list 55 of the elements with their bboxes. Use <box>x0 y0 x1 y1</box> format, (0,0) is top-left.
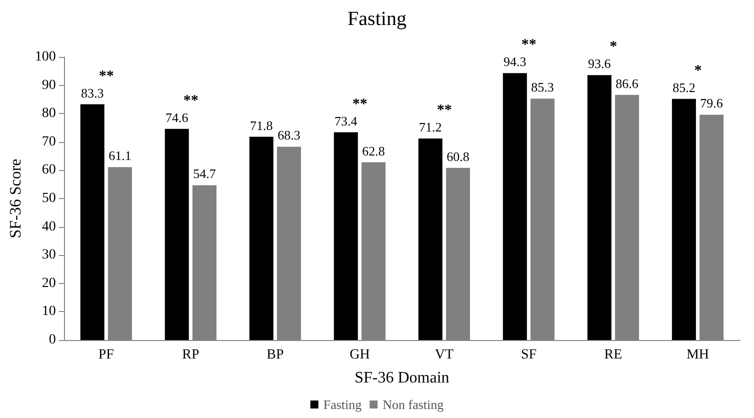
data-label: 62.8 <box>362 143 385 158</box>
y-tick-label: 90 <box>42 78 56 93</box>
y-tick-label: 10 <box>42 304 56 320</box>
chart-title: Fasting <box>348 8 406 30</box>
x-tick-label: GH <box>350 348 370 362</box>
x-tick-label: MH <box>686 348 710 362</box>
x-tick-label: PF <box>98 348 114 362</box>
y-tick-label: 30 <box>42 248 56 263</box>
bar <box>164 128 189 340</box>
bar <box>672 98 696 340</box>
data-label: 93.6 <box>588 56 612 72</box>
annotation: ** <box>352 96 368 112</box>
y-tick-label: 70 <box>42 134 56 150</box>
y-tick-label: 0 <box>48 332 56 348</box>
data-label: 74.6 <box>165 110 189 125</box>
bar <box>334 132 358 340</box>
data-label: 61.1 <box>108 148 132 164</box>
data-label: 71.2 <box>419 120 442 135</box>
data-label: 73.4 <box>334 113 358 128</box>
x-axis-title: SF-36 Domain <box>354 370 450 386</box>
x-tick-label: VT <box>434 348 454 362</box>
data-label: 68.3 <box>278 128 300 143</box>
data-label: 85.2 <box>672 80 696 95</box>
bar <box>80 104 104 340</box>
y-tick-label: 40 <box>42 219 56 234</box>
bar <box>587 75 612 340</box>
bar <box>418 138 442 340</box>
annotation: * <box>610 39 618 56</box>
bar <box>249 136 274 340</box>
legend-label: Non fasting <box>382 397 444 412</box>
x-tick-label: BP <box>266 348 284 362</box>
x-tick-label: SF <box>520 348 537 362</box>
y-tick-label: 60 <box>42 162 56 178</box>
data-label: 71.8 <box>250 118 273 133</box>
x-tick-label: RE <box>604 348 622 362</box>
y-tick-label: 50 <box>42 191 56 206</box>
y-tick-label: 20 <box>42 276 56 291</box>
data-label: 54.7 <box>193 166 216 182</box>
data-label: 85.3 <box>531 80 554 95</box>
data-label: 94.3 <box>504 54 526 70</box>
y-tick-label: 100 <box>34 50 56 64</box>
data-label: 79.6 <box>700 96 724 111</box>
annotation: * <box>694 62 702 79</box>
annotation: ** <box>436 102 452 119</box>
legend-label: Fasting <box>323 397 362 412</box>
data-label: 86.6 <box>616 76 639 91</box>
data-label: 60.8 <box>446 148 470 164</box>
bar <box>502 73 527 340</box>
annotation: ** <box>98 68 114 84</box>
y-tick-label: 80 <box>42 106 56 122</box>
annotation: ** <box>521 37 536 54</box>
x-tick-label: RP <box>182 348 200 362</box>
y-axis-title: SF-36 Score <box>8 158 24 238</box>
annotation: ** <box>183 92 198 109</box>
data-label: 83.3 <box>80 85 104 100</box>
